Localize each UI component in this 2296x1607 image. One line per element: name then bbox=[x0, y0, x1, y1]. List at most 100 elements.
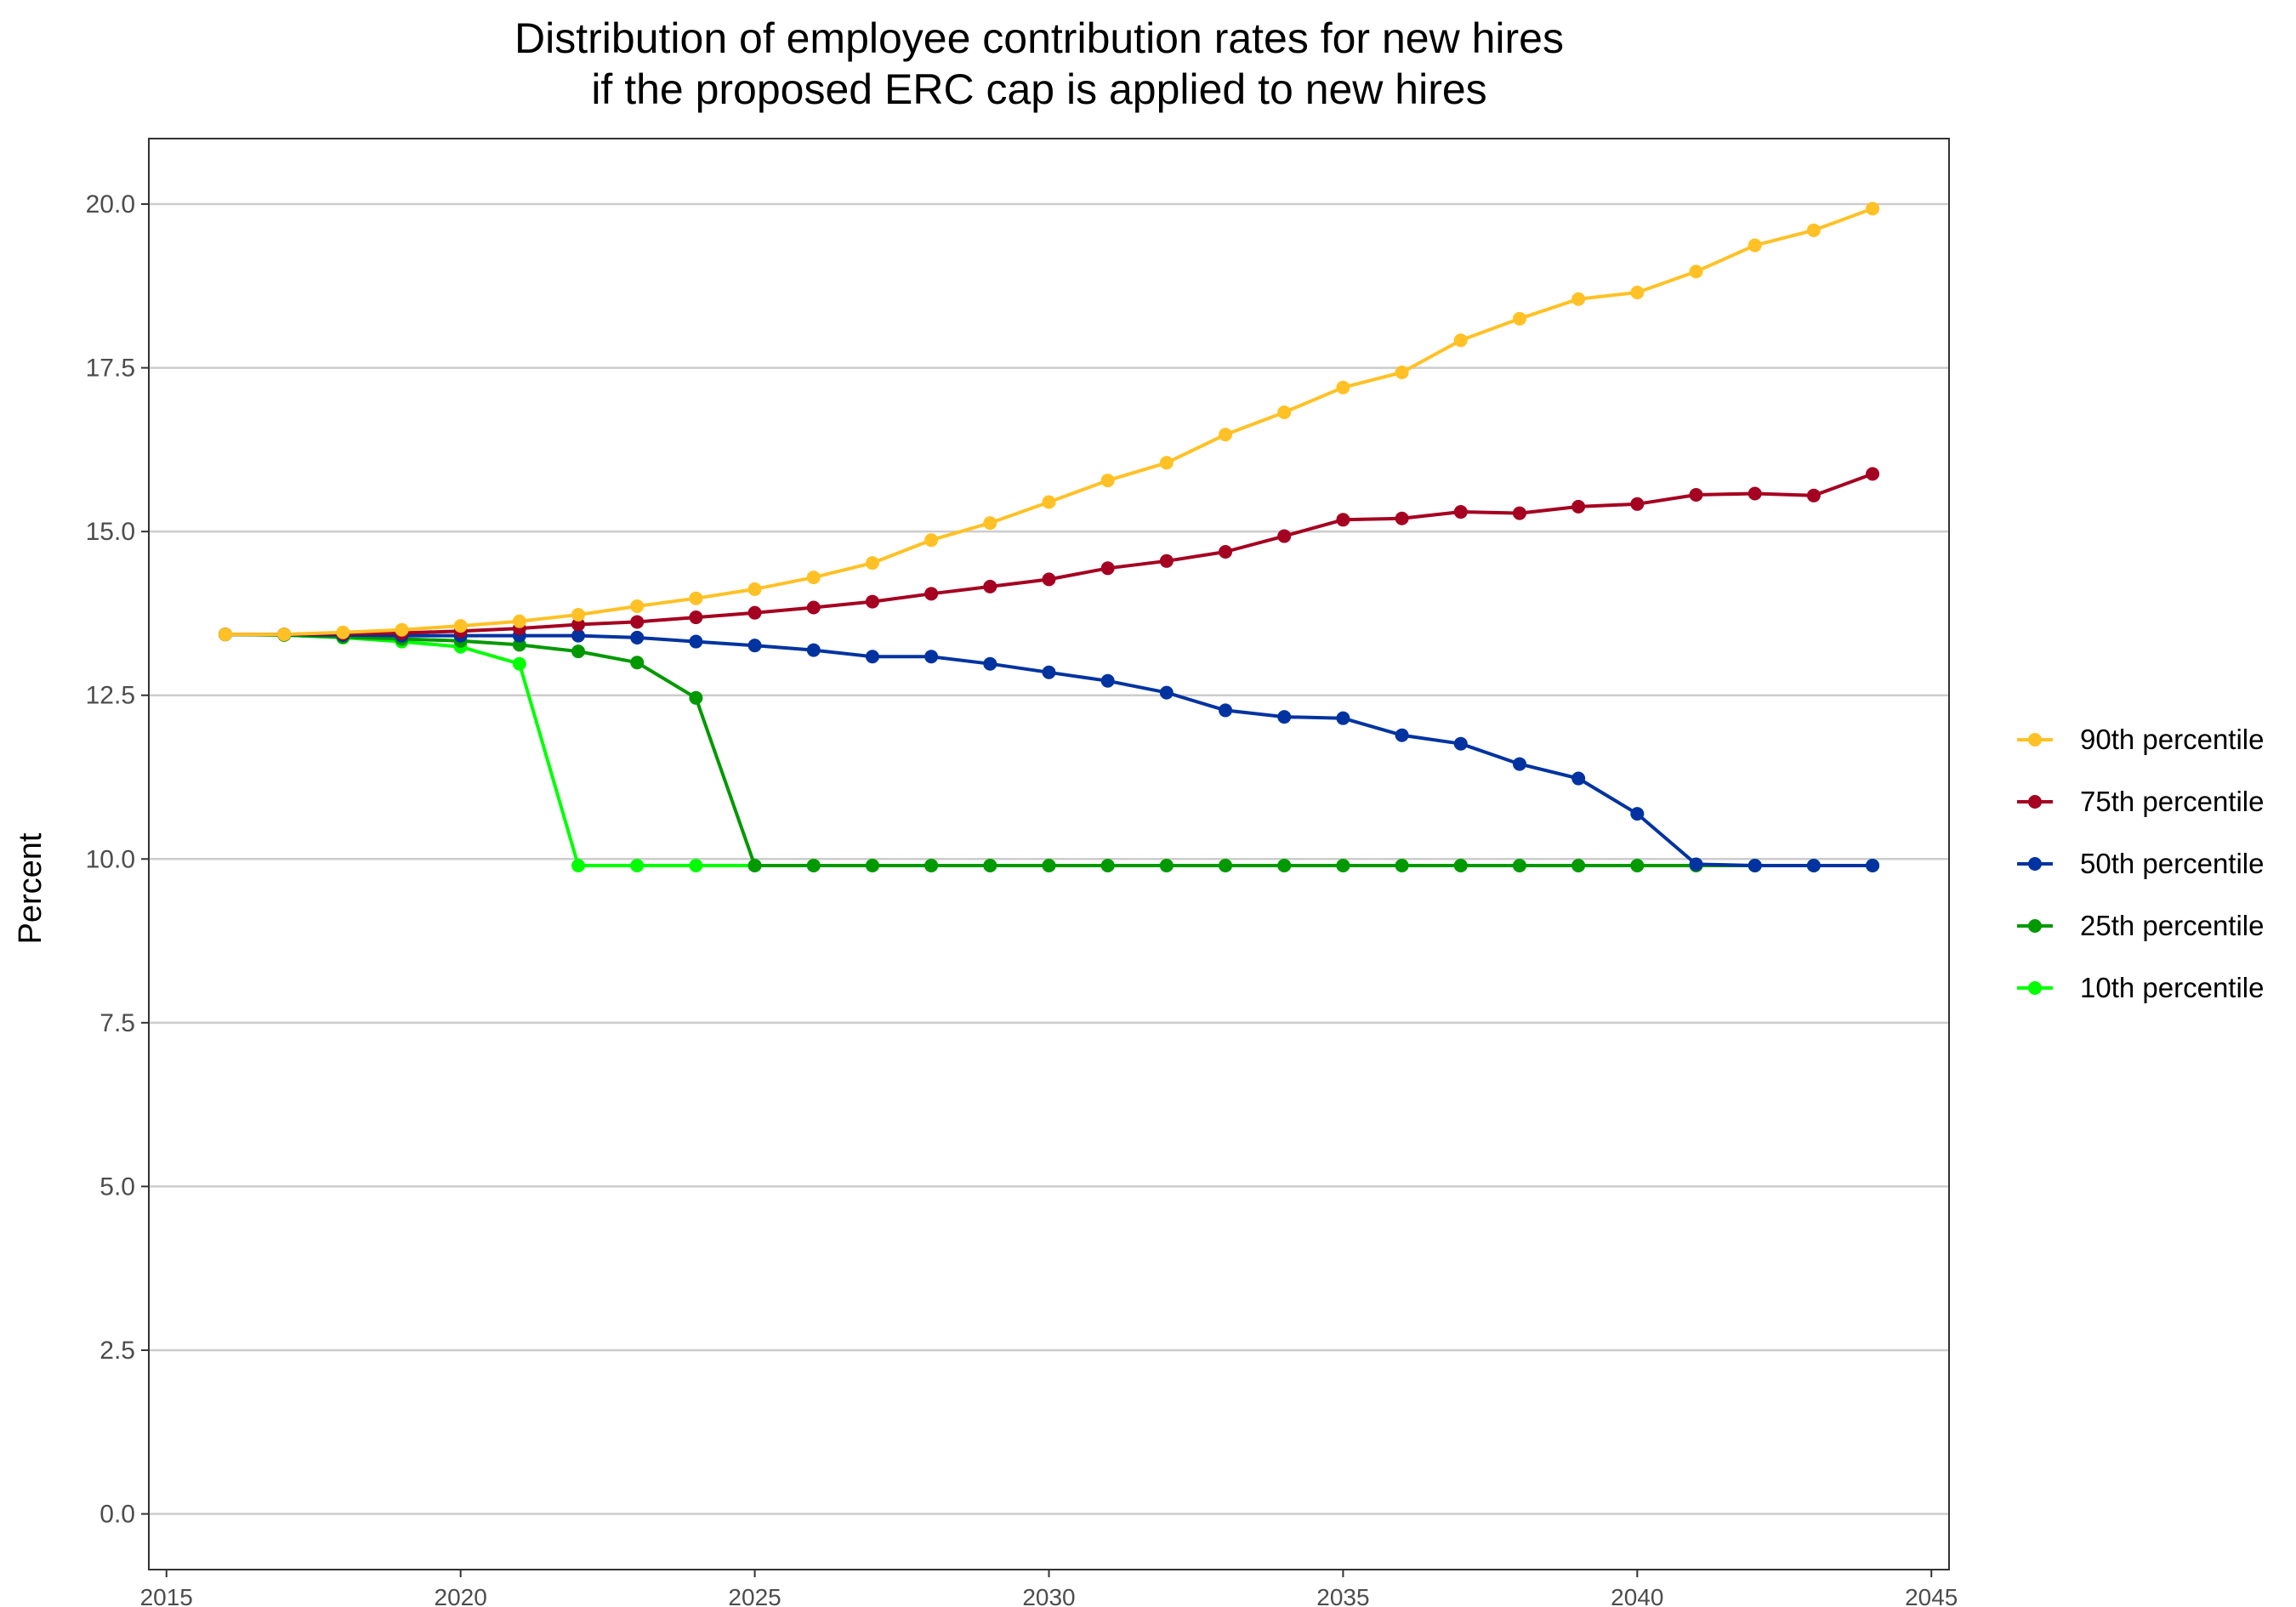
data-point bbox=[1277, 710, 1292, 724]
y-tick-label: 0.0 bbox=[99, 1501, 135, 1529]
data-point bbox=[571, 628, 586, 643]
data-point bbox=[865, 650, 879, 664]
data-point bbox=[1630, 497, 1645, 511]
chart-title: Distribution of employee contribution ra… bbox=[514, 14, 1564, 62]
data-point bbox=[1042, 665, 1056, 679]
legend-key-point bbox=[2028, 795, 2042, 809]
data-point bbox=[1689, 264, 1703, 279]
data-point bbox=[512, 656, 526, 671]
data-point bbox=[865, 594, 879, 609]
data-point bbox=[1630, 858, 1645, 872]
series-90th bbox=[218, 202, 1880, 642]
legend-item: 50th percentile bbox=[2017, 848, 2264, 879]
data-point bbox=[1453, 736, 1468, 751]
data-point bbox=[1689, 488, 1703, 503]
data-point bbox=[1159, 554, 1174, 568]
data-point bbox=[1866, 858, 1880, 872]
data-point bbox=[1630, 807, 1645, 821]
data-point bbox=[983, 516, 997, 531]
x-tick-label: 2030 bbox=[1022, 1584, 1075, 1607]
data-point bbox=[1336, 380, 1350, 395]
data-point bbox=[924, 533, 939, 548]
data-point bbox=[865, 556, 879, 571]
data-point bbox=[806, 643, 821, 657]
y-tick-label: 20.0 bbox=[86, 190, 135, 219]
data-point bbox=[806, 600, 821, 615]
legend-key-point bbox=[2028, 733, 2042, 747]
data-point bbox=[924, 587, 939, 601]
data-point bbox=[1100, 858, 1115, 872]
legend-label: 25th percentile bbox=[2080, 910, 2264, 941]
data-point bbox=[630, 599, 645, 613]
data-point bbox=[1336, 711, 1350, 725]
data-point bbox=[1100, 561, 1115, 576]
data-point bbox=[1689, 857, 1703, 872]
data-point bbox=[1100, 474, 1115, 488]
data-point bbox=[1395, 511, 1409, 525]
data-point bbox=[689, 610, 703, 625]
y-tick-label: 12.5 bbox=[86, 682, 135, 710]
data-point bbox=[1042, 495, 1056, 509]
data-point bbox=[1336, 513, 1350, 527]
data-point bbox=[1219, 428, 1233, 442]
data-point bbox=[689, 858, 703, 872]
data-point bbox=[747, 858, 762, 872]
x-axis: 2015 2020 2025 2030 2035 2040 2045 bbox=[140, 1570, 1958, 1607]
data-point bbox=[630, 630, 645, 645]
series-group bbox=[218, 202, 1880, 872]
data-point bbox=[1571, 499, 1586, 514]
y-tick-label: 17.5 bbox=[86, 355, 135, 383]
data-point bbox=[747, 582, 762, 596]
data-point bbox=[571, 858, 586, 872]
data-point bbox=[1748, 238, 1762, 253]
legend-item: 10th percentile bbox=[2017, 972, 2264, 1003]
x-tick-label: 2040 bbox=[1611, 1584, 1663, 1607]
x-tick-label: 2015 bbox=[140, 1584, 193, 1607]
x-tick-label: 2035 bbox=[1316, 1584, 1369, 1607]
data-point bbox=[1512, 311, 1526, 326]
data-point bbox=[1159, 456, 1174, 470]
data-point bbox=[1453, 858, 1468, 872]
legend-item: 75th percentile bbox=[2017, 786, 2264, 817]
data-point bbox=[571, 617, 586, 632]
data-point bbox=[218, 627, 232, 642]
data-point bbox=[1042, 572, 1056, 587]
data-point bbox=[1159, 858, 1174, 872]
data-point bbox=[806, 858, 821, 872]
data-point bbox=[1277, 529, 1292, 543]
data-point bbox=[747, 639, 762, 653]
data-point bbox=[1395, 728, 1409, 742]
data-point bbox=[1100, 673, 1115, 688]
data-point bbox=[1748, 486, 1762, 501]
data-point bbox=[1630, 286, 1645, 300]
data-point bbox=[689, 634, 703, 649]
data-point bbox=[571, 607, 586, 622]
data-point bbox=[1512, 506, 1526, 520]
data-point bbox=[1277, 405, 1292, 419]
y-tick-label: 5.0 bbox=[99, 1173, 135, 1201]
data-point bbox=[865, 858, 879, 872]
data-point bbox=[630, 858, 645, 872]
data-point bbox=[1806, 858, 1821, 872]
data-point bbox=[1219, 703, 1233, 718]
legend-label: 10th percentile bbox=[2080, 972, 2264, 1003]
data-point bbox=[924, 858, 939, 872]
data-point bbox=[512, 614, 526, 628]
y-tick-label: 2.5 bbox=[99, 1337, 135, 1365]
data-point bbox=[630, 656, 645, 670]
data-point bbox=[689, 591, 703, 605]
legend-key-point bbox=[2028, 919, 2042, 933]
y-tick-label: 10.0 bbox=[86, 845, 135, 873]
x-tick-label: 2025 bbox=[728, 1584, 781, 1607]
data-point bbox=[983, 579, 997, 593]
data-point bbox=[395, 622, 409, 637]
data-point bbox=[1806, 223, 1821, 237]
data-point bbox=[1571, 771, 1586, 786]
data-point bbox=[1453, 333, 1468, 348]
data-point bbox=[1512, 757, 1526, 771]
legend-label: 50th percentile bbox=[2080, 848, 2264, 879]
x-tick-label: 2020 bbox=[435, 1584, 487, 1607]
data-point bbox=[1512, 858, 1526, 872]
legend: 90th percentile 75th percentile 50th perce… bbox=[2017, 724, 2264, 1003]
